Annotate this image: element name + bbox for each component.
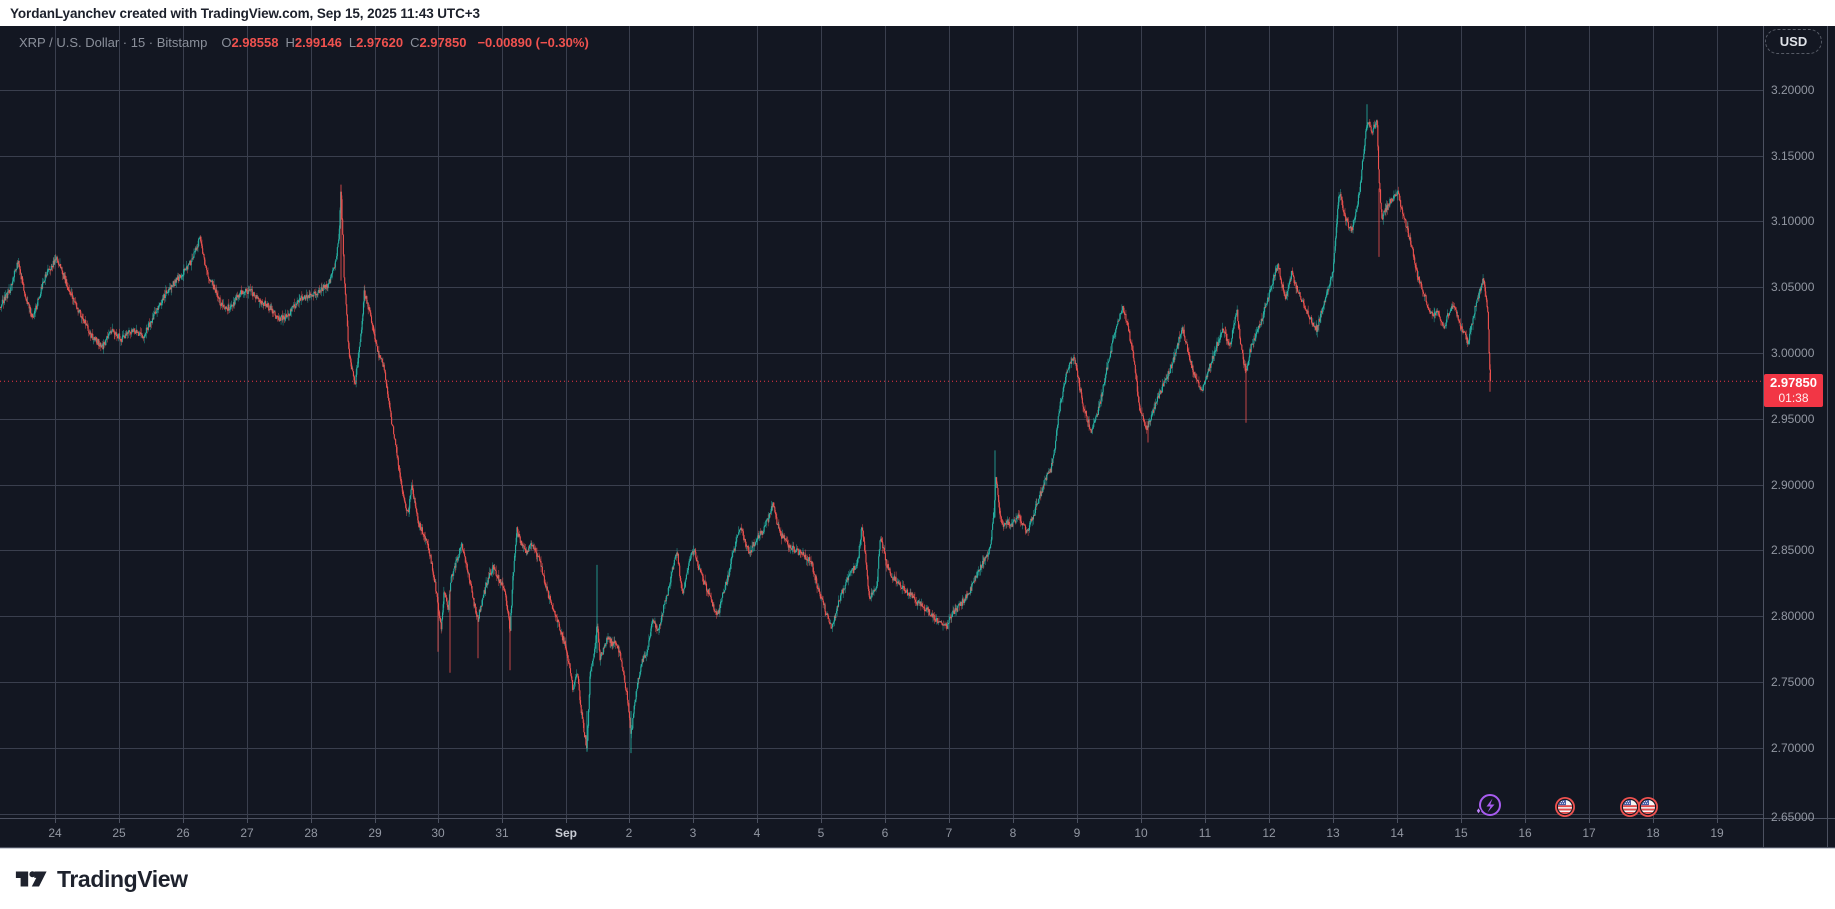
- price-tick-label: 3.05000: [1771, 280, 1815, 294]
- ohlc-item: C2.97850: [410, 35, 467, 50]
- chart-widget: XRP / U.S. Dollar · 15 · Bitstamp O2.985…: [0, 26, 1835, 848]
- currency-toggle-button[interactable]: USD: [1765, 29, 1822, 54]
- ohlc-item: L2.97620: [348, 35, 404, 50]
- lightning-event-icon[interactable]: [1473, 793, 1503, 824]
- time-tick-label: 12: [1262, 826, 1276, 840]
- time-tick-label: Sep: [554, 826, 578, 840]
- time-tick-label: 3: [689, 826, 697, 840]
- time-tick-label: 8: [1009, 826, 1017, 840]
- bar-countdown: 01:38: [1778, 391, 1809, 405]
- time-tick-label: 27: [240, 826, 254, 840]
- candlestick-chart[interactable]: [0, 26, 1835, 848]
- time-tick-label: 19: [1710, 826, 1724, 840]
- time-tick-label: 15: [1454, 826, 1468, 840]
- attribution-bar: YordanLyanchev created with TradingView.…: [0, 0, 1835, 26]
- price-tick-label: 2.85000: [1771, 543, 1815, 557]
- time-tick-label: 18: [1646, 826, 1660, 840]
- time-tick-label: 5: [817, 826, 825, 840]
- price-tick-label: 3.15000: [1771, 149, 1815, 163]
- last-price-badge[interactable]: 2.97850 01:38: [1764, 374, 1823, 407]
- time-tick-label: 6: [881, 826, 889, 840]
- time-tick-label: 26: [176, 826, 190, 840]
- time-tick-label: 11: [1198, 826, 1212, 840]
- last-price-value: 2.97850: [1770, 375, 1817, 390]
- price-tick-label: 2.95000: [1771, 412, 1815, 426]
- time-tick-label: 10: [1134, 826, 1148, 840]
- change-value: −0.00890 (−0.30%): [477, 35, 589, 50]
- time-tick-label: 16: [1518, 826, 1532, 840]
- ohlc-item: O2.98558: [221, 35, 279, 50]
- time-tick-label: 4: [753, 826, 761, 840]
- ohlc-values: O2.98558 H2.99146 L2.97620 C2.97850: [221, 35, 473, 50]
- time-tick-label: 31: [495, 826, 509, 840]
- symbol-title[interactable]: XRP / U.S. Dollar · 15 · Bitstamp: [19, 35, 208, 50]
- time-tick-label: 30: [431, 826, 445, 840]
- tradingview-logo-icon[interactable]: [14, 866, 48, 892]
- chart-background: [0, 26, 1835, 848]
- footer-bar: TradingView: [0, 848, 1835, 909]
- price-tick-label: 2.65000: [1771, 810, 1815, 824]
- price-tick-label: 3.20000: [1771, 83, 1815, 97]
- time-tick-label: 25: [112, 826, 126, 840]
- us-flag-event-icon[interactable]: [1619, 796, 1641, 823]
- time-tick-label: 24: [48, 826, 62, 840]
- time-tick-label: 28: [304, 826, 318, 840]
- time-tick-label: 2: [625, 826, 633, 840]
- price-tick-label: 3.10000: [1771, 214, 1815, 228]
- price-tick-label: 2.90000: [1771, 478, 1815, 492]
- time-tick-label: 29: [368, 826, 382, 840]
- tradingview-wordmark[interactable]: TradingView: [57, 865, 188, 892]
- time-tick-label: 14: [1390, 826, 1404, 840]
- time-tick-label: 7: [945, 826, 953, 840]
- chart-legend: XRP / U.S. Dollar · 15 · Bitstamp O2.985…: [19, 35, 589, 50]
- attribution-text: YordanLyanchev created with TradingView.…: [10, 5, 480, 21]
- time-tick-label: 9: [1073, 826, 1081, 840]
- us-flag-event-icon[interactable]: [1554, 796, 1576, 823]
- price-tick-label: 2.80000: [1771, 609, 1815, 623]
- up-candle-bodies: [0, 120, 1484, 748]
- time-tick-label: 17: [1582, 826, 1596, 840]
- price-tick-label: 2.75000: [1771, 675, 1815, 689]
- price-tick-label: 3.00000: [1771, 346, 1815, 360]
- ohlc-item: H2.99146: [285, 35, 342, 50]
- time-tick-label: 13: [1326, 826, 1340, 840]
- price-tick-label: 2.70000: [1771, 741, 1815, 755]
- us-flag-event-icon[interactable]: [1637, 796, 1659, 823]
